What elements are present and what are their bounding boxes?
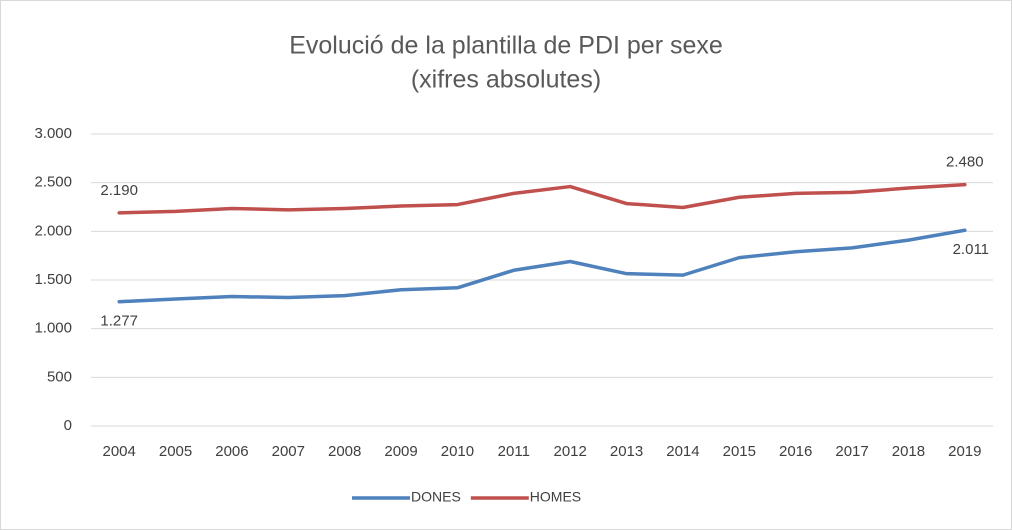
- legend-label: HOMES: [530, 489, 581, 505]
- x-tick-label: 2011: [498, 443, 530, 460]
- x-tick-label: 2012: [554, 443, 587, 460]
- y-tick-label: 0: [64, 417, 72, 434]
- y-tick-label: 2.000: [34, 222, 72, 239]
- x-tick-label: 2014: [666, 443, 699, 460]
- chart-title: (xifres absolutes): [411, 66, 601, 94]
- y-tick-label: 1.000: [34, 320, 72, 337]
- x-tick-label: 2007: [272, 443, 305, 460]
- x-tick-label: 2004: [103, 443, 136, 460]
- data-label: 1.277: [100, 313, 138, 330]
- y-tick-label: 1.500: [34, 271, 72, 288]
- legend-label: DONES: [411, 489, 461, 505]
- y-tick-label: 2.500: [34, 174, 72, 191]
- line-series: [117, 228, 967, 304]
- x-tick-label: 2010: [441, 443, 474, 460]
- data-label: 2.480: [946, 154, 984, 171]
- data-label: 2.011: [953, 241, 989, 258]
- x-tick-label: 2017: [835, 443, 868, 460]
- x-tick-label: 2018: [892, 443, 925, 460]
- x-tick-label: 2009: [384, 443, 417, 460]
- x-tick-label: 2015: [723, 443, 756, 460]
- x-tick-label: 2016: [779, 443, 812, 460]
- chart-title: Evolució de la plantilla de PDI per sexe: [289, 32, 723, 60]
- line-series: [117, 182, 967, 215]
- y-tick-label: 3.000: [34, 125, 72, 142]
- x-tick-label: 2019: [948, 443, 981, 460]
- x-tick-label: 2008: [328, 443, 361, 460]
- y-tick-label: 500: [47, 368, 72, 385]
- data-label: 2.190: [100, 182, 138, 199]
- x-tick-label: 2005: [159, 443, 192, 460]
- x-tick-label: 2013: [610, 443, 643, 460]
- x-tick-label: 2006: [215, 443, 248, 460]
